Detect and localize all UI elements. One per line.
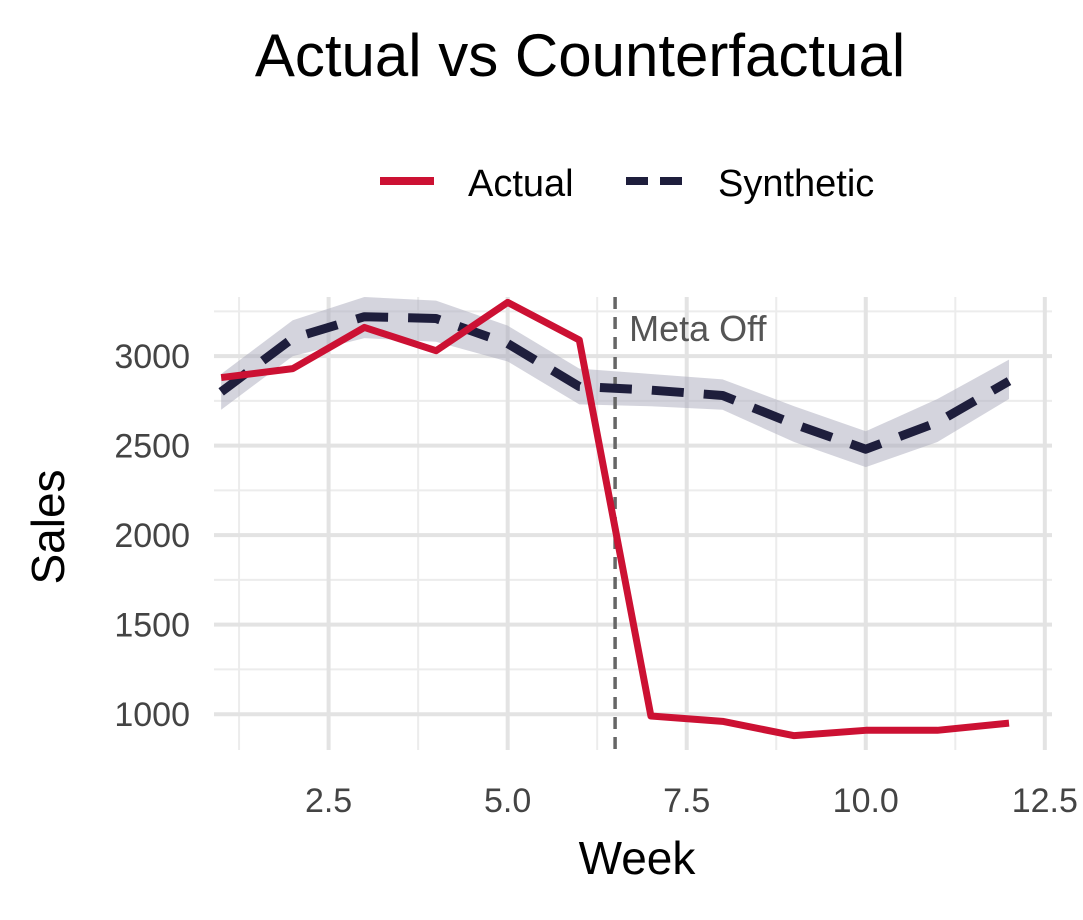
x-tick-label: 7.5 [663,782,710,820]
vline-layer: Meta Off [613,297,767,750]
series-line-actual [220,298,1010,740]
legend-label-synthetic: Synthetic [718,163,874,205]
y-tick-label: 1500 [114,607,190,645]
x-tick-label: 2.5 [305,782,352,820]
legend-label-actual: Actual [468,163,574,205]
y-tick-label: 2500 [114,428,190,466]
series-line-synthetic [218,312,1012,454]
y-tick-label: 2000 [114,517,190,555]
x-tick-label: 10.0 [833,782,899,820]
x-tick-labels: 2.5 5.0 7.5 10.0 12.5 [305,782,1078,820]
y-tick-label: 1000 [114,696,190,734]
grid [214,297,1052,750]
intervention-label: Meta Off [629,308,767,349]
x-tick-label: 5.0 [484,782,531,820]
legend: Actual Synthetic [380,163,874,205]
chart-title: Actual vs Counterfactual [255,22,905,89]
y-axis-title: Sales [22,469,74,584]
series-layer [218,298,1012,740]
x-tick-label: 12.5 [1012,782,1078,820]
x-axis-title: Week [579,832,697,884]
y-tick-labels: 1000 1500 2000 2500 3000 [114,338,190,734]
y-tick-label: 3000 [114,338,190,376]
